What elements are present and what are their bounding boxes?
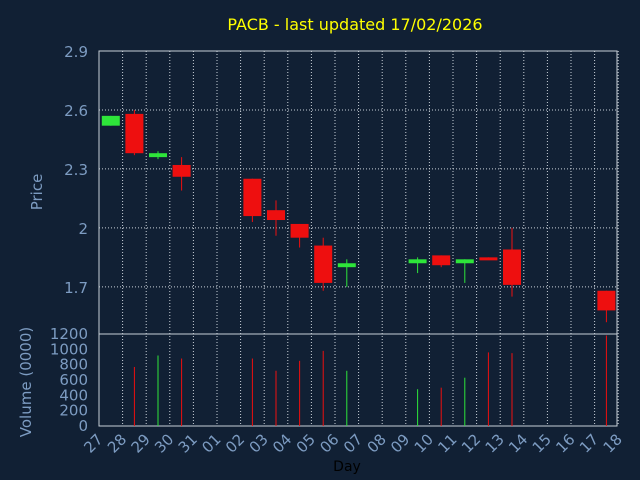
volume-tick-label: 400 (59, 386, 88, 404)
candle-body (597, 290, 616, 311)
x-tick-label: 02 (222, 430, 248, 456)
x-tick-label: 14 (505, 430, 531, 456)
candle-body (337, 263, 356, 268)
volume-tick-label: 1000 (50, 340, 88, 358)
x-tick-label: 04 (269, 430, 295, 456)
candle-body (267, 210, 285, 221)
candle-body (408, 259, 427, 264)
candle-body (290, 223, 309, 238)
x-tick-label: 31 (175, 430, 201, 456)
x-tick-label: 13 (482, 430, 508, 456)
x-tick-label: 18 (600, 430, 626, 456)
price-axis: 2.9 2.6 2.3 2 1.7 (64, 43, 88, 297)
x-tick-label: 29 (128, 430, 154, 456)
x-tick-label: 10 (411, 430, 437, 456)
x-tick-label: 28 (104, 430, 130, 456)
x-tick-label: 09 (387, 430, 413, 456)
price-grid (98, 50, 619, 427)
x-axis-label: Day (333, 459, 361, 475)
candle-body (455, 259, 474, 264)
candles (101, 109, 616, 323)
x-tick-label: 03 (246, 430, 272, 456)
volume-tick-label: 0 (78, 417, 88, 435)
volume-tick-label: 1200 (50, 325, 88, 343)
x-tick-label: 08 (364, 430, 390, 456)
volume-tick-label: 800 (59, 356, 88, 374)
x-tick-label: 01 (198, 430, 224, 456)
x-tick-label: 12 (458, 430, 484, 456)
x-tick-label: 06 (316, 430, 342, 456)
volume-bars (133, 335, 607, 426)
candle-body (432, 255, 451, 266)
volume-tick-label: 200 (59, 402, 88, 420)
candle-body (101, 115, 120, 126)
x-tick-label: 11 (434, 430, 460, 456)
x-tick-label: 07 (340, 430, 366, 456)
volume-tick-label: 600 (59, 371, 88, 389)
candle-body (503, 249, 521, 285)
candle-body (172, 164, 191, 177)
price-tick-label: 2.6 (64, 102, 88, 120)
volume-plot-frame (98, 333, 618, 427)
price-tick-label: 2.3 (64, 161, 88, 179)
price-tick-label: 1.7 (64, 279, 88, 297)
x-axis: 2728293031010203040506070809101112131415… (80, 430, 625, 456)
x-tick-label: 16 (552, 430, 578, 456)
price-tick-label: 2.9 (64, 43, 88, 61)
x-tick-label: 30 (151, 430, 177, 456)
volume-axis-label: Volume (0000) (17, 327, 35, 437)
price-plot-frame (98, 50, 618, 335)
x-tick-label: 05 (293, 430, 319, 456)
candle-body (149, 153, 167, 158)
candle-body (314, 245, 333, 283)
x-tick-label: 17 (576, 430, 602, 456)
price-axis-label: Price (28, 174, 46, 211)
candle-body (243, 178, 262, 217)
candle-body (125, 113, 144, 154)
chart-title: PACB - last updated 17/02/2026 (227, 15, 482, 34)
candle-body (479, 257, 498, 261)
price-tick-label: 2 (78, 220, 88, 238)
x-tick-label: 15 (529, 430, 555, 456)
